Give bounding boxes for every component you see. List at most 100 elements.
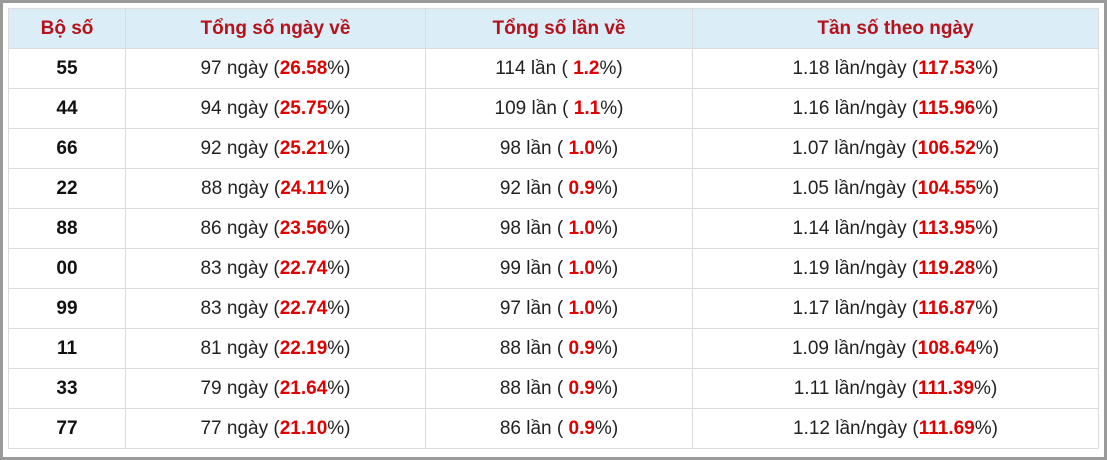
stat-cell: 94 ngày (25.75%) <box>125 88 426 129</box>
highlight-value: 1.0 <box>568 257 595 279</box>
cell-text: 97 lần ( <box>499 297 569 319</box>
cell-text: 98 lần ( <box>499 217 569 239</box>
stat-cell: 1.07 lần/ngày (106.52%) <box>692 128 1099 169</box>
highlight-value: 113.95 <box>918 217 976 239</box>
highlight-value: 111.69 <box>918 417 975 439</box>
highlight-value: 26.58 <box>279 57 328 79</box>
cell-text: %) <box>594 137 619 159</box>
cell-text: 1.19 lần/ngày ( <box>792 257 919 279</box>
cell-text: %) <box>327 217 351 239</box>
highlight-value: 25.21 <box>279 137 328 159</box>
cell-text: 1.17 lần/ngày ( <box>792 297 919 319</box>
cell-text: %) <box>975 257 999 279</box>
cell-text: 1.07 lần/ngày ( <box>791 137 918 159</box>
stat-cell: 88 ngày (24.11%) <box>125 168 426 209</box>
header-cell: Bộ số <box>8 8 126 49</box>
cell-text: 1.05 lần/ngày ( <box>791 177 918 199</box>
cell-text: 92 lần ( <box>499 177 569 199</box>
highlight-value: 119.28 <box>918 257 976 279</box>
cell-text: %) <box>594 377 619 399</box>
cell-text: 109 lần ( <box>494 97 574 119</box>
cell-text: 79 ngày ( <box>200 377 280 399</box>
highlight-value: 0.9 <box>568 177 595 199</box>
stat-cell: 88 lần ( 0.9%) <box>425 328 693 369</box>
cell-text: 83 ngày ( <box>200 257 280 279</box>
header-cell: Tổng số ngày về <box>125 8 426 49</box>
stat-cell: 1.09 lần/ngày (108.64%) <box>692 328 1099 369</box>
highlight-value: 21.64 <box>279 377 328 399</box>
cell-text: 92 ngày ( <box>200 137 280 159</box>
table-row: 88 86 ngày (23.56%) 98 lần ( 1.0%) 1.14 lần… <box>8 208 1099 249</box>
highlight-value: 25.75 <box>279 97 328 119</box>
stat-cell: 109 lần ( 1.1%) <box>425 88 693 129</box>
stat-cell: 98 lần ( 1.0%) <box>425 208 693 249</box>
table-row: 99 83 ngày (22.74%) 97 lần ( 1.0%) 1.17 lần… <box>8 288 1099 329</box>
number-pair: 99 <box>8 288 126 329</box>
highlight-value: 0.9 <box>568 377 595 399</box>
highlight-value: 111.39 <box>918 377 975 399</box>
cell-text: 1.09 lần/ngày ( <box>791 337 918 359</box>
stat-cell: 1.17 lần/ngày (116.87%) <box>692 288 1099 329</box>
stat-cell: 77 ngày (21.10%) <box>125 408 426 449</box>
highlight-value: 0.9 <box>568 417 595 439</box>
table-row: 44 94 ngày (25.75%) 109 lần ( 1.1%) 1.16 lầ… <box>8 88 1099 129</box>
cell-text: 1.18 lần/ngày ( <box>792 57 919 79</box>
highlight-value: 116.87 <box>918 297 976 319</box>
highlight-value: 23.56 <box>279 217 328 239</box>
highlight-value: 106.52 <box>917 137 976 159</box>
cell-text: %) <box>594 257 619 279</box>
cell-text: %) <box>326 177 350 199</box>
cell-text: %) <box>594 217 619 239</box>
highlight-value: 1.0 <box>568 137 595 159</box>
table-header: Bộ số Tổng số ngày về Tổng số lần về Tần… <box>8 8 1099 49</box>
number-pair: 33 <box>8 368 126 409</box>
stat-cell: 99 lần ( 1.0%) <box>425 248 693 289</box>
stat-cell: 88 lần ( 0.9%) <box>425 368 693 409</box>
highlight-value: 104.55 <box>917 177 976 199</box>
stats-table: Bộ số Tổng số ngày về Tổng số lần về Tần… <box>8 8 1099 449</box>
header-cell: Tổng số lần về <box>425 8 693 49</box>
table-body: 55 97 ngày (26.58%) 114 lần ( 1.2%) 1.18 lầ… <box>8 48 1099 449</box>
cell-text: %) <box>327 417 351 439</box>
cell-text: 99 lần ( <box>499 257 569 279</box>
cell-text: %) <box>975 137 1000 159</box>
table-row: 22 88 ngày (24.11%) 92 lần ( 0.9%) 1.05 lần… <box>8 168 1099 209</box>
number-pair: 00 <box>8 248 126 289</box>
stat-cell: 97 lần ( 1.0%) <box>425 288 693 329</box>
cell-text: %) <box>594 337 619 359</box>
cell-text: %) <box>327 137 351 159</box>
cell-text: %) <box>327 57 351 79</box>
highlight-value: 117.53 <box>918 57 976 79</box>
stat-cell: 1.11 lần/ngày (111.39%) <box>692 368 1099 409</box>
highlight-value: 21.10 <box>279 417 328 439</box>
cell-text: %) <box>974 377 998 399</box>
table-row: 33 79 ngày (21.64%) 88 lần ( 0.9%) 1.11 lần… <box>8 368 1099 409</box>
stat-cell: 1.19 lần/ngày (119.28%) <box>692 248 1099 289</box>
cell-text: 1.12 lần/ngày ( <box>793 417 919 439</box>
cell-text: 86 lần ( <box>499 417 569 439</box>
cell-text: %) <box>599 57 623 79</box>
highlight-value: 24.11 <box>280 177 327 199</box>
highlight-value: 1.0 <box>568 297 595 319</box>
cell-text: 1.14 lần/ngày ( <box>792 217 919 239</box>
header-row: Bộ số Tổng số ngày về Tổng số lần về Tần… <box>8 8 1099 49</box>
cell-text: 86 ngày ( <box>200 217 280 239</box>
cell-text: 1.16 lần/ngày ( <box>792 97 919 119</box>
highlight-value: 1.0 <box>568 217 595 239</box>
table-row: 00 83 ngày (22.74%) 99 lần ( 1.0%) 1.19 lần… <box>8 248 1099 289</box>
cell-text: 88 lần ( <box>499 337 569 359</box>
highlight-value: 22.19 <box>279 337 328 359</box>
stat-cell: 98 lần ( 1.0%) <box>425 128 693 169</box>
stat-cell: 86 ngày (23.56%) <box>125 208 426 249</box>
stat-cell: 92 ngày (25.21%) <box>125 128 426 169</box>
cell-text: 77 ngày ( <box>200 417 280 439</box>
cell-text: %) <box>327 97 351 119</box>
cell-text: 83 ngày ( <box>200 297 280 319</box>
cell-text: %) <box>327 377 351 399</box>
highlight-value: 108.64 <box>917 337 976 359</box>
cell-text: 81 ngày ( <box>200 337 280 359</box>
stat-cell: 83 ngày (22.74%) <box>125 288 426 329</box>
stat-cell: 92 lần ( 0.9%) <box>425 168 693 209</box>
cell-text: %) <box>594 177 619 199</box>
